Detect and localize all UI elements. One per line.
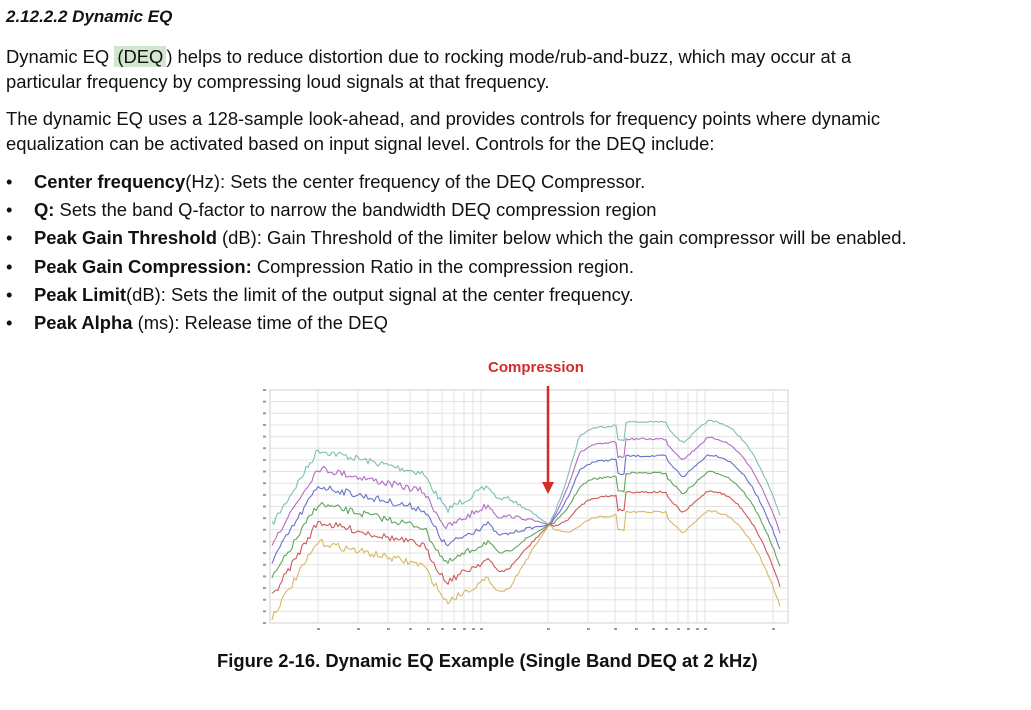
y-tick-mark [263, 447, 266, 450]
x-tick-mark [652, 628, 655, 630]
paragraph-controls-line2: equalization can be activated based on i… [6, 133, 715, 154]
paragraph-controls: The dynamic EQ uses a 128-sample look-ah… [6, 106, 1026, 156]
paragraph-intro-text-rest: ) helps to reduce distortion due to rock… [166, 46, 852, 67]
list-item-description: (ms): Release time of the DEQ [132, 312, 388, 334]
paragraph-intro: Dynamic EQ (DEQ) helps to reduce distort… [6, 44, 1026, 94]
frequency-response-curve [271, 436, 781, 546]
y-tick-mark [263, 528, 266, 531]
y-tick-mark [263, 412, 266, 415]
y-tick-mark [263, 587, 266, 590]
y-tick-mark [263, 598, 266, 601]
list-item-term: Peak Gain Compression: [34, 255, 252, 277]
y-tick-mark [263, 435, 266, 438]
y-tick-mark [263, 517, 266, 520]
list-item: • Peak Gain Threshold (dB): Gain Threshol… [6, 224, 1031, 252]
x-tick-mark [387, 628, 390, 630]
y-tick-mark [263, 575, 266, 578]
x-tick-mark [635, 628, 638, 630]
list-item-term: Peak Gain Threshold [34, 227, 217, 249]
compression-arrow-head [542, 482, 554, 494]
x-tick-mark [547, 628, 550, 630]
x-tick-mark [665, 628, 668, 630]
list-item: • Peak Gain Compression: Compression Rati… [6, 253, 1031, 281]
x-tick-mark [687, 628, 690, 630]
paragraph-controls-line1: The dynamic EQ uses a 128-sample look-ah… [6, 108, 881, 129]
list-item-description: (dB): Sets the limit of the output signa… [126, 283, 634, 305]
list-item-term: Peak Alpha [34, 312, 133, 334]
frequency-response-curve [271, 419, 781, 525]
x-tick-mark [614, 628, 617, 630]
x-tick-mark [317, 628, 320, 630]
frequency-response-curve [271, 509, 781, 621]
highlighted-acronym: (DEQ [114, 46, 167, 67]
bullet-dot: • [6, 255, 13, 277]
list-item-term: Peak Limit [34, 283, 126, 305]
list-item: • Peak Alpha (ms): Release time of the DE… [6, 309, 1031, 337]
controls-list: • Center frequency(Hz): Sets the center f… [6, 168, 1031, 337]
paragraph-intro-text-start: Dynamic EQ [6, 46, 115, 67]
x-tick-mark [472, 628, 475, 630]
list-item-term: Center frequency [34, 171, 186, 192]
y-tick-mark [263, 563, 266, 566]
x-tick-mark [587, 628, 590, 630]
y-tick-mark [263, 389, 266, 391]
list-item: • Q: Sets the band Q-factor to narrow the… [6, 196, 1031, 224]
list-item: • Peak Limit(dB): Sets the limit of the o… [6, 281, 1031, 309]
y-tick-mark [263, 482, 266, 485]
y-tick-mark [263, 423, 266, 426]
list-item: • Center frequency(Hz): Sets the center f… [6, 168, 1031, 196]
x-tick-mark [696, 628, 699, 630]
bullet-dot: • [6, 171, 13, 192]
y-tick-mark [263, 540, 266, 543]
y-tick-mark [263, 610, 266, 613]
frequency-response-curve [271, 454, 781, 564]
bullet-dot: • [6, 283, 13, 305]
dynamic-eq-plot [263, 386, 789, 630]
x-tick-mark [677, 628, 680, 630]
figure-caption: Figure 2-16. Dynamic EQ Example (Single … [217, 650, 758, 671]
bullet-dot: • [6, 312, 13, 334]
section-heading: 2.12.2.2 Dynamic EQ [6, 7, 173, 26]
list-item-description: Sets the band Q-factor to narrow the ban… [54, 199, 657, 221]
x-tick-mark [427, 628, 430, 630]
y-tick-mark [263, 493, 266, 496]
x-tick-mark [463, 628, 466, 630]
x-tick-mark [704, 628, 707, 630]
paragraph-intro-line2: particular frequency by compressing loud… [6, 71, 550, 92]
frequency-response-curve [271, 490, 781, 594]
list-item-term: Q: [34, 199, 55, 221]
frequency-response-curve [271, 470, 781, 579]
list-item-description: (dB): Gain Threshold of the limiter belo… [216, 227, 907, 249]
y-tick-mark [263, 458, 266, 461]
x-tick-mark [409, 628, 412, 630]
x-tick-mark [772, 628, 775, 630]
y-tick-mark [263, 400, 266, 403]
y-tick-mark [263, 622, 266, 624]
bullet-dot: • [6, 199, 13, 221]
compression-annotation: Compression [488, 359, 584, 376]
list-item-description: Compression Ratio in the compression reg… [251, 255, 635, 277]
x-tick-mark [441, 628, 444, 630]
x-tick-mark [357, 628, 360, 630]
list-item-description: (Hz): Sets the center frequency of the D… [185, 171, 646, 192]
x-tick-mark [453, 628, 456, 630]
y-tick-mark [263, 552, 266, 555]
bullet-dot: • [6, 227, 13, 249]
y-tick-mark [263, 470, 266, 473]
x-tick-mark [480, 628, 483, 630]
y-tick-mark [263, 505, 266, 508]
